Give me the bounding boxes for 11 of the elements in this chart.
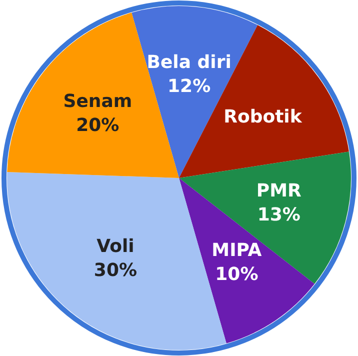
data-label: 10% [215,264,258,286]
slice-label: Bela diri [146,52,232,73]
slice-label: Senam [63,91,132,112]
slice-label: MIPA [212,240,262,262]
slice-label: Voli [96,236,134,257]
slice-label: Robotik [224,106,303,128]
data-label: 30% [94,260,138,281]
data-label: 13% [257,204,300,226]
data-label: 20% [76,115,120,136]
slice-label: PMR [256,180,302,202]
data-label: 12% [168,76,211,97]
